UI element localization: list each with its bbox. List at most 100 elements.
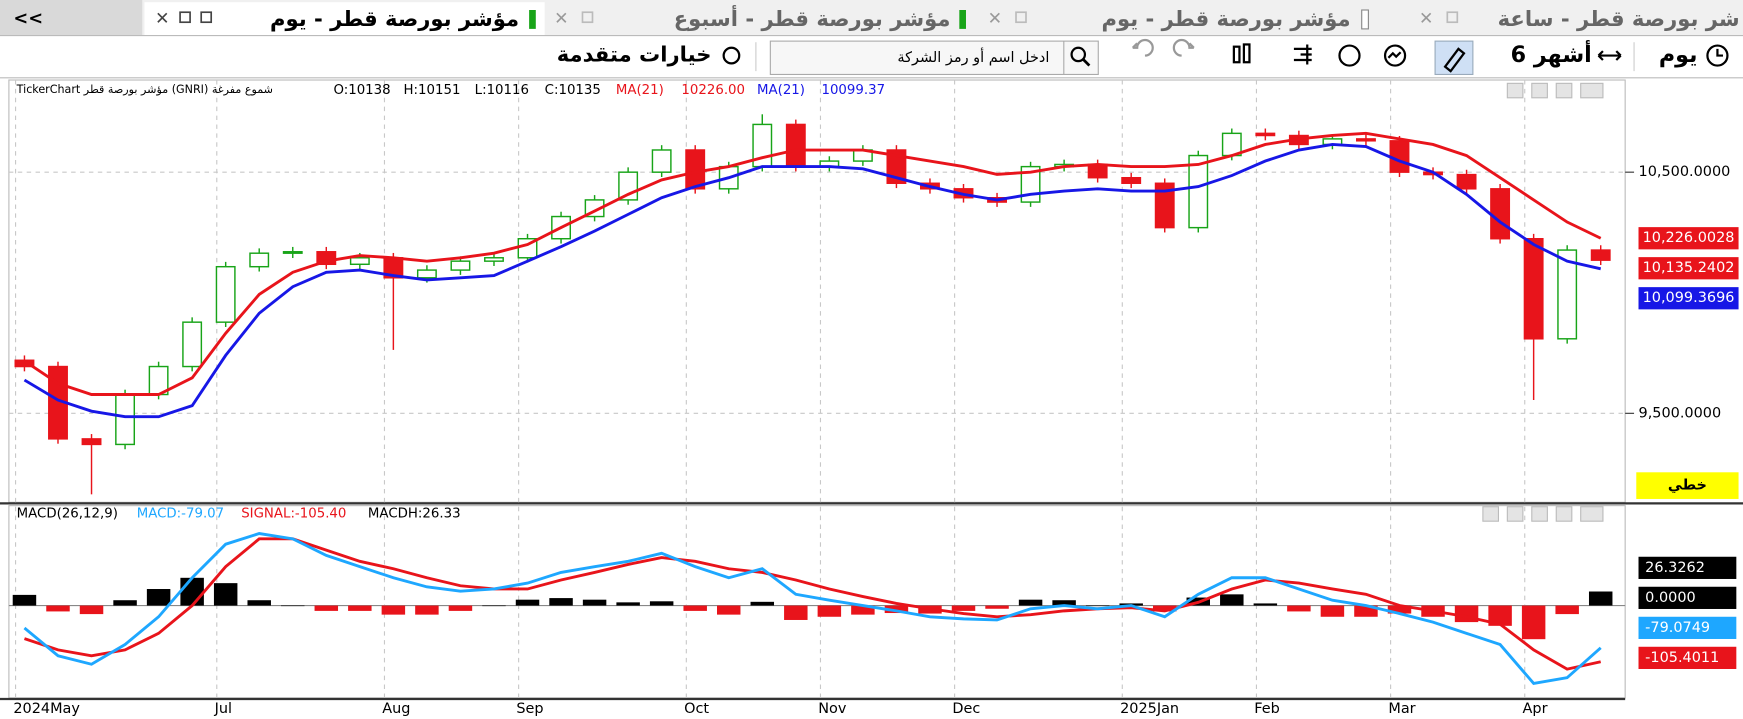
x-tick-label: Sep [516, 701, 543, 717]
candle-body [1456, 173, 1477, 190]
legend-text: O:10138 [333, 83, 390, 98]
candle-body [785, 123, 806, 168]
scale-toggle-label: خطي [1668, 478, 1707, 494]
candle-body [450, 260, 471, 271]
histogram-bar [113, 600, 137, 606]
histogram-bar [1521, 605, 1546, 640]
candle-body [1557, 249, 1578, 340]
legend-text: TickerChart مؤشر بورصة قطر (GNRI) شموع م… [16, 83, 273, 96]
grid-layer [8, 80, 1626, 698]
histogram-bar [985, 605, 1009, 609]
candle-body [1154, 182, 1175, 229]
histogram-bar [1320, 605, 1345, 617]
gear-icon[interactable] [722, 46, 741, 65]
search-icon[interactable] [1070, 46, 1091, 67]
period-select[interactable]: 6 أشهر [1511, 39, 1592, 68]
histogram-bar [1052, 600, 1076, 606]
histogram-bar [281, 605, 305, 607]
histogram-bar [884, 605, 909, 614]
legend-text: L:10116 [475, 83, 529, 98]
panel-buttons[interactable] [1482, 82, 1604, 522]
advanced-options[interactable]: خيارات متقدمة [557, 42, 712, 67]
search-placeholder[interactable]: ادخل اسم أو رمز الشركة [897, 47, 1049, 66]
nav-button[interactable]: << [13, 8, 43, 29]
tab-title[interactable]: مؤشر بورصة قطر - يوم [270, 6, 519, 31]
histogram-bar [12, 594, 37, 606]
moving-average [23, 131, 1602, 396]
value-badge [1638, 616, 1737, 639]
candle-body [484, 257, 504, 262]
legend-text: 10099.37 [821, 83, 885, 98]
price-badge-label: 10,135.2402 [1643, 260, 1735, 276]
histogram-bar [1287, 605, 1311, 612]
x-tick-label: Mar [1388, 701, 1415, 717]
x-tick-label: Nov [818, 701, 847, 717]
candle-body [1389, 140, 1410, 173]
candle-body [14, 359, 35, 368]
histogram-bar [180, 577, 204, 606]
price-badge [1638, 257, 1739, 280]
histogram-bar [1555, 605, 1579, 615]
pen-icon [1443, 47, 1466, 73]
tab-title[interactable]: مؤشر بورصة قطر - يوم [1102, 6, 1351, 31]
x-tick-label: Jul [214, 701, 232, 717]
histogram-bar [515, 599, 540, 606]
tab-indicator [1361, 9, 1369, 30]
value-badge-label: -79.0749 [1645, 620, 1710, 636]
histogram-bar [817, 605, 842, 617]
histogram-bar [448, 605, 473, 611]
candle-body [1356, 138, 1376, 142]
y-tick-label: 9,500.0000 [1639, 405, 1722, 421]
candle-body [1590, 249, 1611, 261]
legend-text: MACD(26,12,9) [17, 506, 118, 521]
toolbar-icons[interactable] [1232, 43, 1407, 67]
tab-scroll[interactable] [0, 0, 143, 36]
tab-indicator [959, 10, 966, 29]
tab-title[interactable]: مؤشر بورصة قطر - أسبوع [674, 4, 951, 31]
histogram-bar [851, 605, 875, 615]
x-tick-label: Feb [1254, 701, 1280, 717]
search-box[interactable] [769, 40, 1099, 76]
histogram-bar [717, 605, 741, 615]
candle-body [1087, 163, 1108, 179]
histogram-bar [146, 589, 171, 606]
toolbar-icons[interactable] [1131, 38, 1195, 57]
moving-average [23, 143, 1602, 419]
candle-body [349, 257, 370, 266]
histogram-bar [1152, 605, 1177, 612]
data-layer: TickerChart مؤشر بورصة قطر (GNRI) شموع م… [8, 83, 1739, 717]
histogram-bar [616, 602, 640, 606]
interval-select[interactable]: يوم [1659, 42, 1698, 68]
candle-body [282, 251, 303, 254]
price-badge [1638, 287, 1739, 310]
draw-tool[interactable] [1434, 40, 1474, 76]
range-icon [1597, 50, 1622, 61]
value-badge-label: -105.4011 [1645, 650, 1719, 666]
tab-title[interactable]: شر بورصة قطر - ساعة [1498, 6, 1740, 31]
candle-body [651, 149, 672, 173]
value-badge-label: 26.3262 [1645, 560, 1705, 576]
price-badge-label: 10,226.0028 [1643, 230, 1735, 246]
legend-text: 10226.00 [681, 83, 745, 98]
clock-icon [1706, 44, 1729, 67]
histogram-bar [482, 605, 506, 607]
histogram-bar [46, 605, 70, 612]
candle-body [1523, 238, 1544, 340]
value-badge [1638, 646, 1737, 669]
candle-body [685, 149, 706, 190]
histogram-bar [784, 605, 808, 620]
histogram-bar [1018, 599, 1043, 606]
candle-body [1188, 154, 1209, 229]
histogram-bar [683, 605, 707, 611]
histogram-bar [1588, 591, 1613, 606]
histogram-bar [381, 605, 406, 615]
scale-toggle[interactable] [1636, 472, 1739, 499]
x-tick-label: Dec [952, 701, 980, 717]
legend-text: C:10135 [545, 83, 601, 98]
candle-body [1121, 176, 1142, 184]
candle-body [249, 252, 270, 268]
x-tick-label: 2024May [13, 701, 80, 717]
histogram-bar [79, 605, 104, 615]
candle-body [886, 149, 907, 184]
